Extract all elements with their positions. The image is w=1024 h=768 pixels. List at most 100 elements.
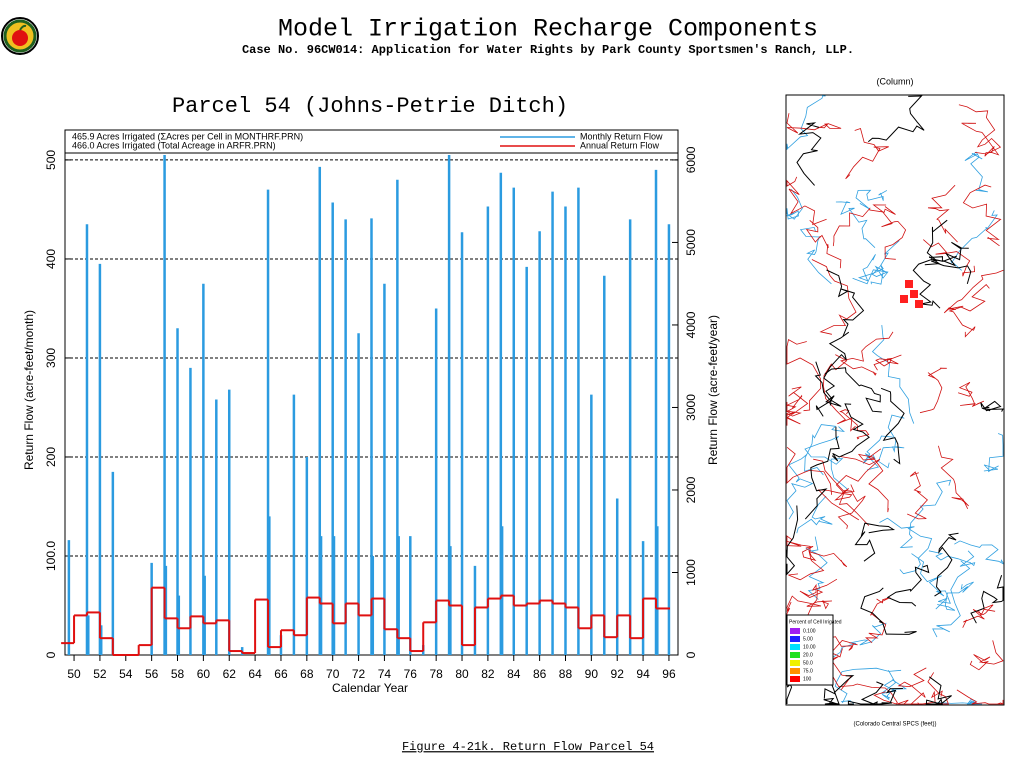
y-axis-label: Return Flow (acre-feet/month) <box>22 310 36 470</box>
map-cell <box>915 300 923 308</box>
x-tick-label: 68 <box>300 667 314 681</box>
x-tick-label: 86 <box>533 667 547 681</box>
map-line <box>804 426 840 520</box>
map-axis-label: (Colorado Central SPCS (feet)) <box>853 722 936 728</box>
map-line <box>857 254 884 285</box>
map-line <box>845 127 889 180</box>
map-line <box>796 122 822 186</box>
map-line <box>823 331 850 406</box>
map-line <box>899 479 952 548</box>
map-line <box>912 255 957 309</box>
x-tick-label: 72 <box>352 667 366 681</box>
y2-axis-label: Return Flow (acre-feet/year) <box>706 315 720 465</box>
map-line <box>860 681 893 705</box>
map-line <box>881 670 908 701</box>
map-line <box>786 595 832 612</box>
map-line <box>824 367 882 413</box>
map-line <box>857 448 889 513</box>
y2-tick-label: 6000 <box>684 146 698 173</box>
map: (Column) (Colorado Central SPCS (feet)) Pe… <box>785 76 1005 728</box>
x-tick-label: 88 <box>559 667 573 681</box>
map-legend-swatch <box>790 628 800 634</box>
map-line <box>923 239 976 277</box>
map-legend-label: 50.0 <box>803 660 813 666</box>
map-line <box>786 188 803 220</box>
x-tick-label: 74 <box>378 667 392 681</box>
footer: Figure 4-21k. Return Flow Parcel 54 <box>402 740 654 754</box>
map-line <box>834 667 902 704</box>
map-line <box>924 241 969 267</box>
map-line <box>880 387 905 465</box>
map-line <box>811 259 857 335</box>
x-tick-label: 80 <box>455 667 469 681</box>
x-tick-label: 52 <box>93 667 107 681</box>
map-legend-label: 0.100 <box>803 628 816 634</box>
map-line <box>957 381 985 407</box>
annotation: 465.9 Acres Irrigated (ΣAcres per Cell i… <box>72 131 303 141</box>
map-line <box>804 436 849 490</box>
y2-tick-label: 1000 <box>684 559 698 586</box>
map-line <box>823 675 855 705</box>
map-frame <box>785 94 1005 706</box>
map-legend-swatch <box>790 676 800 682</box>
map-cell <box>905 280 913 288</box>
map-cell <box>910 290 918 298</box>
map-line <box>840 331 894 376</box>
y-tick-label: 500 <box>44 150 58 170</box>
map-line <box>825 622 887 663</box>
map-line <box>928 550 976 567</box>
map-line <box>962 604 996 628</box>
map-line <box>864 597 891 644</box>
map-line <box>932 560 971 638</box>
map-line <box>872 204 907 260</box>
map-line <box>934 532 959 597</box>
map-line <box>786 401 802 426</box>
map-line <box>925 676 952 705</box>
map-legend-title: Percent of Cell Irrigated <box>789 619 842 625</box>
x-tick-label: 78 <box>429 667 443 681</box>
map-line <box>799 226 832 285</box>
x-tick-label: 64 <box>248 667 262 681</box>
map-line <box>937 581 974 611</box>
map-line <box>964 151 988 193</box>
x-tick-label: 60 <box>197 667 211 681</box>
map-line <box>835 201 876 248</box>
map-legend-swatch <box>790 636 800 642</box>
map-line <box>814 361 842 417</box>
x-tick-label: 62 <box>223 667 237 681</box>
map-line <box>871 325 915 424</box>
x-axis-label: Calendar Year <box>332 681 408 695</box>
map-line <box>786 535 848 568</box>
map-line <box>927 184 958 243</box>
map-legend-label: 20.0 <box>803 652 813 658</box>
map-line <box>926 219 972 285</box>
map-legend-label: 5.00 <box>803 636 813 642</box>
map-line <box>786 113 842 134</box>
y2-tick-label: 2000 <box>684 476 698 503</box>
map-legend-swatch <box>790 668 800 674</box>
map-line <box>911 553 951 610</box>
y-tick-label: 400 <box>44 249 58 269</box>
map-line <box>852 240 900 285</box>
map-line <box>831 403 870 462</box>
map-line <box>817 484 860 521</box>
map-line <box>786 446 832 495</box>
map-line <box>854 522 896 562</box>
x-tick-label: 76 <box>404 667 418 681</box>
x-tick-label: 92 <box>611 667 625 681</box>
y2-tick-label: 3000 <box>684 394 698 421</box>
map-line <box>956 689 1004 705</box>
x-tick-label: 56 <box>145 667 159 681</box>
map-line <box>897 690 943 705</box>
map-legend-swatch <box>790 644 800 650</box>
map-line <box>826 269 865 337</box>
x-tick-label: 94 <box>636 667 650 681</box>
y2-tick-label: 5000 <box>684 229 698 256</box>
map-line <box>813 458 866 529</box>
logo <box>1 17 39 55</box>
map-line <box>969 640 1004 671</box>
map-line <box>954 540 1004 565</box>
x-tick-label: 84 <box>507 667 521 681</box>
legend-label: Annual Return Flow <box>580 140 660 150</box>
